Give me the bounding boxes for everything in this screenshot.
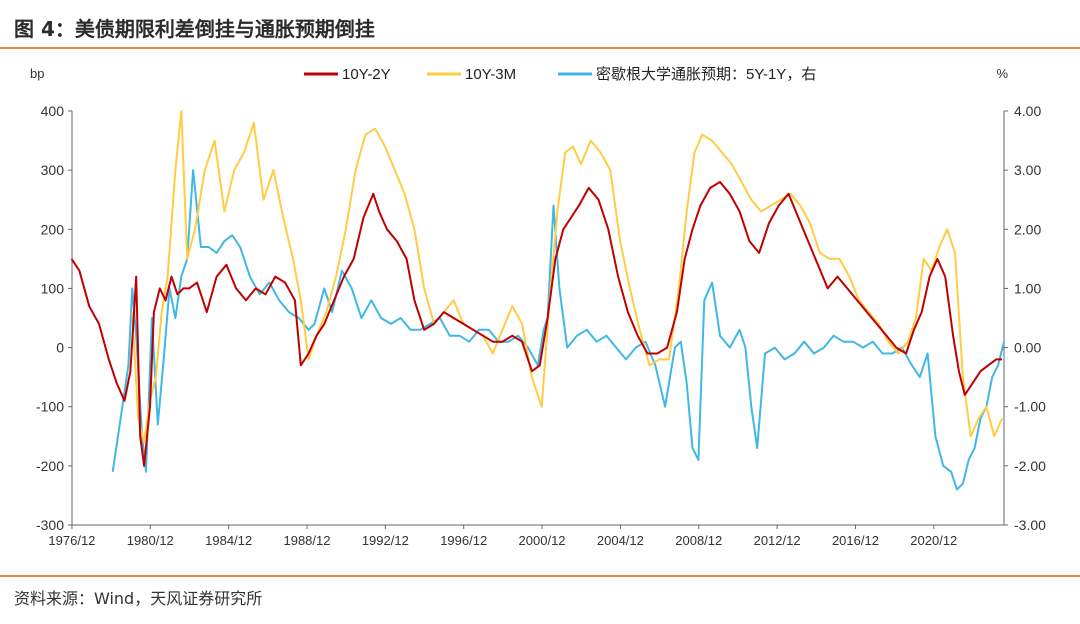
right-y-axis: 4.00 3.00 2.00 1.00 0.00 -1.00 -2.00 -3.00: [1004, 103, 1046, 533]
source-note: 资料来源：Wind，天风证券研究所: [14, 589, 263, 608]
right-y-tick-label: 3.00: [1014, 162, 1041, 178]
right-y-tick-label: -3.00: [1014, 517, 1046, 533]
x-tick-label: 1996/12: [440, 533, 487, 548]
x-tick-label: 2016/12: [832, 533, 879, 548]
x-axis: 1976/12 1980/12 1984/12 1988/12 1992/12 1996/…: [48, 525, 957, 548]
left-y-tick-label: -100: [36, 399, 64, 415]
left-y-tick-label: 100: [41, 280, 65, 296]
left-y-tick-label: 300: [41, 162, 65, 178]
chart-legend: 10Y-2Y 10Y-3M 密歇根大学通胀预期：5Y-1Y，右: [304, 66, 816, 83]
line-chart: 10Y-2Y 10Y-3M 密歇根大学通胀预期：5Y-1Y，右 bp % 400 30…: [30, 66, 1046, 548]
series-line-2: [111, 169, 1005, 491]
x-tick-label: 2008/12: [675, 533, 722, 548]
x-tick-label: 2020/12: [910, 533, 957, 548]
right-y-tick-label: 1.00: [1014, 280, 1041, 296]
right-y-tick-label: 4.00: [1014, 103, 1041, 119]
x-tick-label: 1984/12: [205, 533, 252, 548]
right-y-tick-label: 2.00: [1014, 221, 1041, 237]
right-y-tick-label: -2.00: [1014, 458, 1046, 474]
x-tick-label: 1980/12: [127, 533, 174, 548]
left-y-tick-label: -200: [36, 458, 64, 474]
left-axis-unit: bp: [30, 66, 44, 81]
right-y-tick-label: 0.00: [1014, 340, 1041, 356]
plot-area: [70, 110, 1005, 526]
x-tick-label: 2004/12: [597, 533, 644, 548]
page-title: 图 4：美债期限利差倒挂与通胀预期倒挂: [14, 17, 375, 41]
series-line-1: [131, 110, 1003, 444]
x-tick-label: 1988/12: [283, 533, 330, 548]
x-tick-label: 2012/12: [754, 533, 801, 548]
header-rule: [0, 47, 1080, 49]
footer-rule: [0, 575, 1080, 577]
legend-label-2: 密歇根大学通胀预期：5Y-1Y，右: [596, 66, 816, 83]
left-y-tick-label: -300: [36, 517, 64, 533]
left-y-tick-label: 0: [56, 340, 64, 356]
x-tick-label: 1992/12: [362, 533, 409, 548]
right-y-tick-label: -1.00: [1014, 399, 1046, 415]
left-y-tick-label: 400: [41, 103, 65, 119]
series-line-0: [70, 181, 1002, 467]
left-y-axis: 400 300 200 100 0 -100 -200 -300: [36, 103, 72, 533]
left-y-tick-label: 200: [41, 221, 65, 237]
x-tick-label: 2000/12: [519, 533, 566, 548]
right-axis-unit: %: [996, 66, 1008, 81]
x-tick-label: 1976/12: [48, 533, 95, 548]
legend-label-0: 10Y-2Y: [342, 66, 391, 83]
legend-label-1: 10Y-3M: [465, 66, 516, 83]
